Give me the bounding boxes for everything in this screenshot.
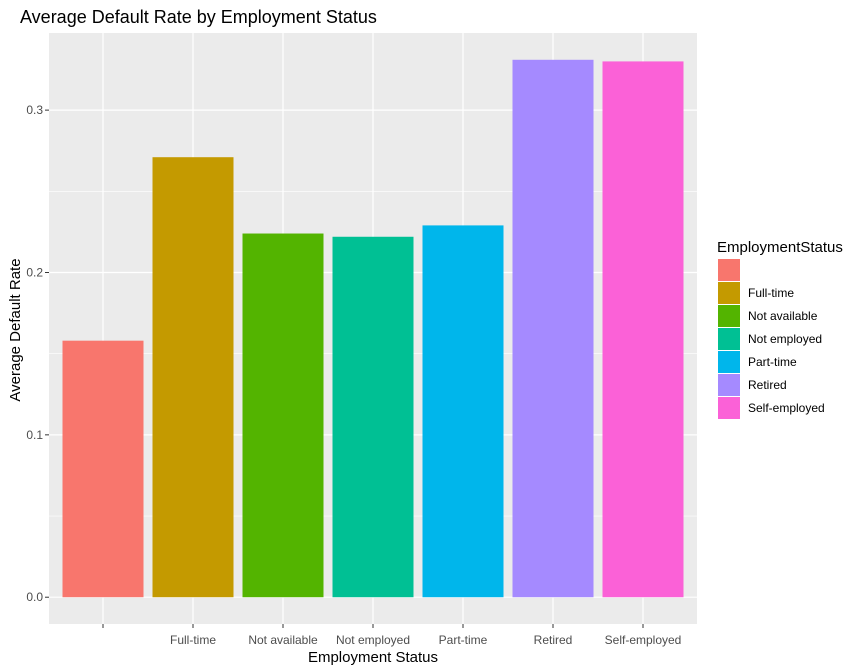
x-tick-label: Retired: [534, 633, 573, 647]
legend-label: Retired: [748, 378, 787, 392]
legend: EmploymentStatus Full-time Not available N…: [717, 239, 843, 419]
bar: [62, 340, 144, 598]
bar: [152, 157, 234, 598]
x-tick-label: Full-time: [170, 633, 216, 647]
y-tick-label: 0.3: [26, 103, 43, 117]
legend-label: Not employed: [748, 332, 822, 346]
legend-swatch: [718, 397, 740, 419]
y-tick-label: 0.1: [26, 428, 43, 442]
legend-swatch: [718, 259, 740, 281]
y-axis: 0.0 0.1 0.2 0.3: [26, 103, 49, 604]
legend-label: Full-time: [748, 286, 794, 300]
x-tick-label: Part-time: [439, 633, 488, 647]
chart-title: Average Default Rate by Employment Statu…: [20, 7, 377, 27]
x-tick-label: Not employed: [336, 633, 410, 647]
y-tick-label: 0.0: [26, 590, 43, 604]
bar: [332, 236, 414, 598]
bar: [602, 61, 684, 598]
x-tick-label: Self-employed: [605, 633, 682, 647]
bar: [242, 233, 324, 598]
legend-swatch: [718, 328, 740, 350]
legend-swatch: [718, 305, 740, 327]
y-axis-title: Average Default Rate: [7, 258, 24, 401]
legend-swatch: [718, 374, 740, 396]
legend-label: Self-employed: [748, 401, 825, 415]
x-axis-title: Employment Status: [308, 649, 438, 666]
legend-swatch: [718, 282, 740, 304]
y-tick-label: 0.2: [26, 265, 43, 279]
legend-label: Part-time: [748, 355, 797, 369]
bar: [512, 59, 594, 598]
legend-title: EmploymentStatus: [717, 239, 843, 256]
bar: [422, 225, 504, 598]
bars: [62, 59, 684, 598]
legend-swatch: [718, 351, 740, 373]
x-axis: Full-time Not available Not employed Part-t…: [102, 624, 682, 647]
x-tick-label: Not available: [248, 633, 318, 647]
legend-label: Not available: [748, 309, 818, 323]
